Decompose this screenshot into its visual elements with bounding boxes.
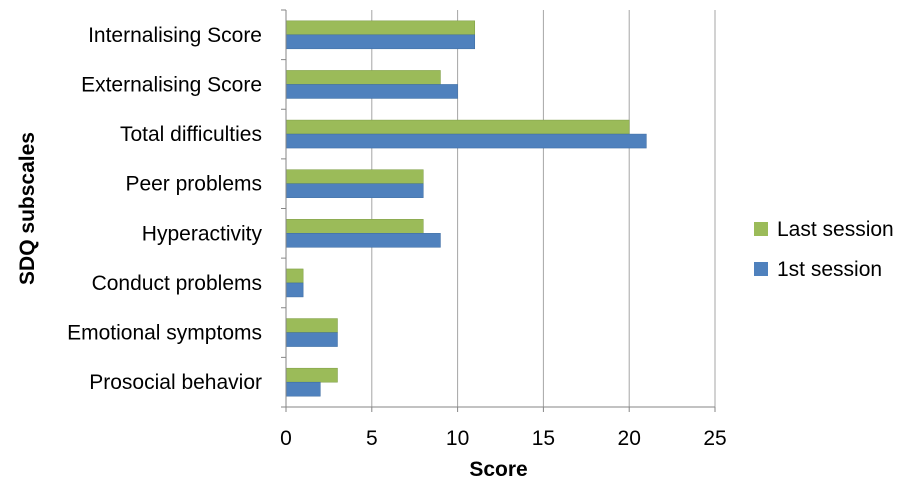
bar-last-session xyxy=(285,367,338,383)
bar-last-session xyxy=(285,119,630,135)
axes xyxy=(281,9,716,412)
x-tick-label: 25 xyxy=(703,427,726,450)
bar-last-session xyxy=(285,219,424,234)
legend-swatch xyxy=(754,222,768,236)
x-tick-label: 0 xyxy=(280,427,292,450)
bar-first-session xyxy=(285,133,647,149)
bar-first-session xyxy=(285,84,458,99)
legend-label: Last session xyxy=(777,218,894,241)
grid xyxy=(371,10,716,407)
bar-last-session xyxy=(285,169,424,184)
x-tick-label: 10 xyxy=(446,427,469,450)
x-tick-label: 20 xyxy=(618,427,641,450)
category-label: Hyperactivity xyxy=(142,222,263,245)
bar-first-session xyxy=(285,282,304,298)
category-label: Total difficulties xyxy=(120,123,262,146)
bar-first-session xyxy=(285,381,321,397)
bars xyxy=(285,20,647,397)
category-label: Externalising Score xyxy=(81,73,262,96)
legend-label: 1st session xyxy=(777,258,882,281)
legend: Last session 1st session xyxy=(754,218,894,281)
x-tick-label: 15 xyxy=(532,427,555,450)
category-label: Internalising Score xyxy=(88,24,262,47)
category-label: Prosocial behavior xyxy=(89,371,262,394)
bar-first-session xyxy=(285,34,476,50)
bar-first-session xyxy=(285,332,338,347)
x-axis-title: Score xyxy=(469,458,527,481)
category-label: Conduct problems xyxy=(92,272,262,295)
bar-last-session xyxy=(285,318,338,333)
bar-first-session xyxy=(285,183,424,198)
bar-last-session xyxy=(285,268,304,284)
bar-last-session xyxy=(285,20,476,36)
y-axis-title: SDQ subscales xyxy=(16,132,39,285)
bar-first-session xyxy=(285,233,441,248)
category-label: Emotional symptoms xyxy=(67,322,262,345)
legend-swatch xyxy=(754,262,768,276)
category-labels: Internalising Score Externalising Score To… xyxy=(67,24,262,394)
bar-last-session xyxy=(285,70,441,85)
x-tick-label: 5 xyxy=(366,427,378,450)
x-tick-labels: 0 5 10 15 20 25 xyxy=(280,427,727,450)
category-label: Peer problems xyxy=(125,173,262,196)
